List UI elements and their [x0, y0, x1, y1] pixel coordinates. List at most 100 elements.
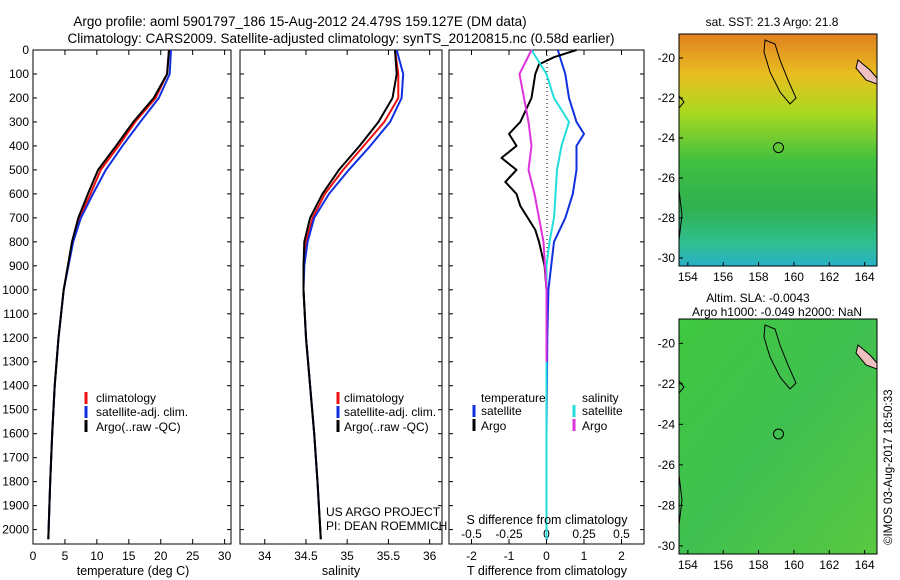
sla-high-patch — [0, 0, 14, 28]
argo-float-marker — [773, 142, 784, 154]
imos-credit: ©IMOS 03-Aug-2017 18:50:33 — [883, 389, 895, 545]
depth-tick-label: 1100 — [3, 307, 29, 321]
lon-tick-label: 154 — [678, 270, 698, 284]
sst-map-title: sat. SST: 21.3 Argo: 21.8 — [706, 15, 839, 29]
lon-tick-label: 156 — [713, 270, 733, 284]
depth-tick-label: 400 — [9, 139, 29, 153]
legend-title-salinity: salinity — [582, 391, 619, 405]
sst-cool-patch — [0, 0, 40, 25]
lat-tick-label: -26 — [658, 171, 676, 185]
depth-tick-label: 1400 — [2, 379, 29, 393]
sst-warm-patch — [0, 0, 30, 14]
lat-tick-label: -24 — [658, 417, 676, 431]
sst-map-axes: 154 156 158 160 162 164 -20 -22 -24 -26 -28 -30 — [658, 51, 875, 284]
lon-tick-label: 158 — [749, 270, 769, 284]
legend-label-s-argo: Argo — [582, 419, 608, 433]
legend-label-t-argo: Argo — [481, 419, 507, 433]
s-tick-label: 0.5 — [613, 527, 630, 541]
lat-tick-label: -26 — [658, 458, 676, 472]
depth-tick-label: 800 — [9, 235, 29, 249]
x-tick-label: 34 — [258, 549, 272, 563]
series-line — [47, 49, 170, 540]
temperature-panel: 0100200300400500600700800900100011001200… — [2, 43, 644, 578]
x-tick-label: -1 — [504, 549, 515, 563]
lon-tick-label: 164 — [855, 270, 875, 284]
lat-tick-label: -20 — [658, 336, 676, 350]
sla-map-frame — [678, 318, 878, 555]
sst-cold-patch — [0, 0, 55, 16]
lon-tick-label: 160 — [784, 558, 804, 572]
t-difference-axis-label: T difference from climatology — [467, 564, 628, 578]
series-line — [47, 49, 172, 540]
sst-coastline — [855, 59, 877, 85]
legend-label-argo: Argo(..raw -QC) — [344, 420, 429, 434]
argo-float-marker — [773, 428, 784, 440]
lat-tick-label: -22 — [658, 91, 676, 105]
lat-tick-label: -30 — [658, 539, 676, 553]
x-tick-label: 5 — [62, 549, 69, 563]
legend-label-argo: Argo(..raw -QC) — [96, 420, 181, 434]
sst-coastline — [763, 39, 797, 105]
x-tick-label: 35.5 — [377, 549, 401, 563]
sla-low-patch — [0, 0, 18, 8]
series-line — [302, 49, 400, 540]
series-line — [545, 49, 585, 540]
depth-tick-label: 0 — [22, 43, 29, 57]
sla-high-patch — [0, 0, 22, 40]
lon-tick-label: 162 — [819, 558, 839, 572]
lat-tick-label: -28 — [658, 498, 676, 512]
depth-tick-label: 1600 — [2, 427, 29, 441]
lat-tick-label: -20 — [658, 51, 676, 65]
depth-tick-label: 1800 — [2, 475, 29, 489]
depth-tick-label: 700 — [9, 211, 29, 225]
sla-high-patch — [0, 0, 20, 35]
x-tick-label: 2 — [618, 549, 625, 563]
difference-legend: temperature satellite Argo salinity sate… — [472, 391, 623, 433]
sst-map-panel: sat. SST: 21.3 Argo: 21.8 154 156 158 160 16… — [0, 0, 878, 284]
legend-label-t-satellite: satellite — [481, 404, 522, 418]
salinity-series — [302, 49, 405, 540]
temperature-series — [47, 49, 172, 540]
salinity-axis: 34 34.5 35 35.5 36 — [258, 50, 437, 563]
series-line — [302, 49, 398, 540]
pi-label: PI: DEAN ROEMMICH — [326, 519, 447, 533]
lat-tick-label: -24 — [658, 131, 676, 145]
depth-tick-label: 1700 — [2, 451, 29, 465]
sla-colour-field — [679, 319, 877, 554]
difference-panel: -2 -1 0 1 2-0.5 -0.25 0 0.25 0.5 T difference fr… — [448, 49, 645, 578]
legend-label-satellite: satellite-adj. clim. — [344, 405, 436, 419]
depth-tick-label: 500 — [9, 163, 29, 177]
lon-tick-label: 154 — [678, 558, 698, 572]
x-tick-label: 25 — [186, 549, 200, 563]
sla-coastline — [855, 344, 877, 370]
temperature-legend: climatology satellite-adj. clim. Argo(..… — [84, 391, 188, 434]
temperature-axis: 0 5 10 15 20 25 30 — [30, 50, 232, 563]
sla-high-patch — [0, 0, 12, 30]
x-tick-label: 1 — [581, 549, 588, 563]
x-tick-label: 15 — [122, 549, 136, 563]
sla-field — [0, 0, 877, 554]
legend-label-satellite: satellite-adj. clim. — [96, 405, 188, 419]
depth-tick-label: 1900 — [2, 499, 29, 513]
sla-map-subtitle: Argo h1000: -0.049 h2000: NaN — [692, 305, 862, 319]
figure-title-line1: Argo profile: aoml 5901797_186 15-Aug-20… — [73, 14, 526, 29]
x-tick-label: 0 — [543, 549, 550, 563]
sst-colour-field — [679, 34, 877, 266]
project-label: US ARGO PROJECT — [326, 505, 441, 519]
s-tick-label: -0.25 — [495, 527, 523, 541]
sla-high-patch — [0, 0, 30, 35]
lat-tick-label: -30 — [658, 251, 676, 265]
x-tick-label: 30 — [218, 549, 232, 563]
x-tick-label: 0 — [30, 549, 37, 563]
sla-map-title: Altim. SLA: -0.0043 — [706, 291, 810, 305]
depth-tick-label: 1200 — [2, 331, 29, 345]
depth-tick-label: 300 — [9, 115, 29, 129]
depth-tick-label: 600 — [9, 187, 29, 201]
depth-tick-label: 1300 — [2, 355, 29, 369]
x-tick-label: 35 — [341, 549, 355, 563]
x-tick-label: 36 — [423, 549, 437, 563]
x-tick-label: -2 — [466, 549, 477, 563]
sst-cold-patch — [0, 0, 30, 14]
sst-map-frame — [678, 33, 878, 267]
